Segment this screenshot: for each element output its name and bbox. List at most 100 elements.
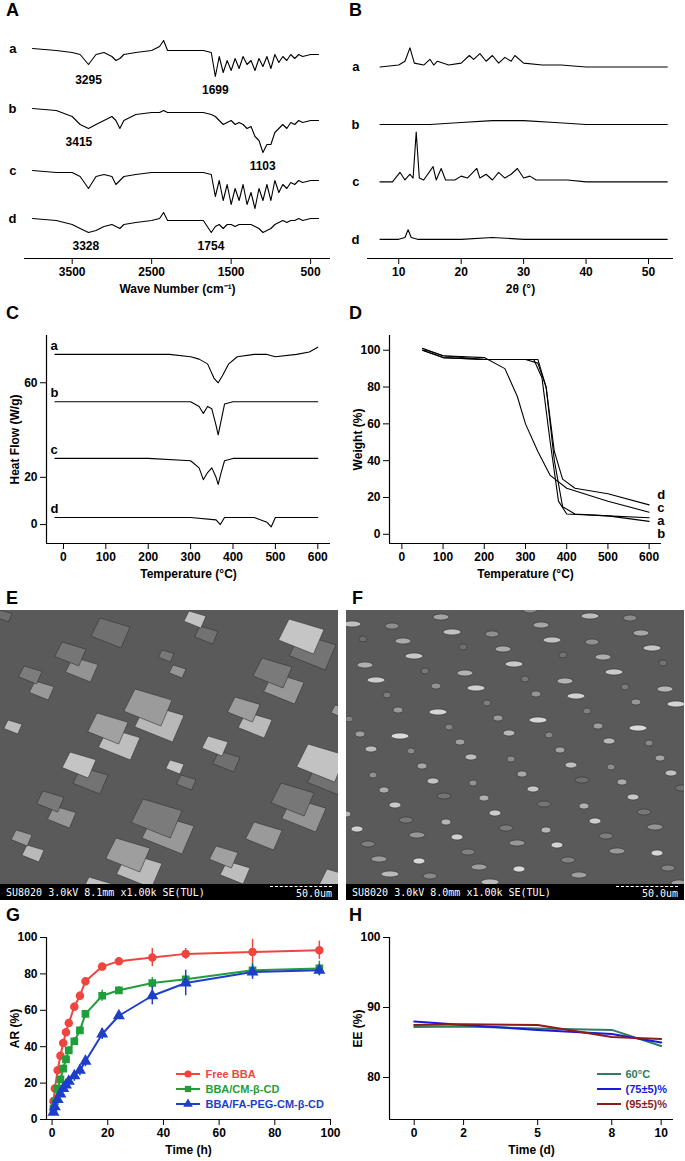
html-text:F: F bbox=[352, 588, 363, 608]
svg-text:c: c bbox=[9, 163, 16, 178]
html-text:50.0um: 50.0um bbox=[641, 887, 678, 899]
svg-text:Time (d): Time (d) bbox=[508, 1143, 554, 1157]
svg-text:0: 0 bbox=[399, 550, 406, 564]
svg-text:3415: 3415 bbox=[66, 135, 93, 149]
svg-text:0: 0 bbox=[60, 550, 67, 564]
svg-text:0: 0 bbox=[31, 1112, 38, 1126]
svg-text:90: 90 bbox=[367, 1000, 381, 1014]
svg-text:20: 20 bbox=[367, 490, 381, 504]
svg-text:1500: 1500 bbox=[218, 265, 245, 279]
svg-text:b: b bbox=[9, 101, 17, 116]
html-text:G: G bbox=[6, 905, 20, 925]
svg-text:400: 400 bbox=[557, 550, 577, 564]
svg-text:20: 20 bbox=[24, 470, 38, 484]
svg-text:100: 100 bbox=[433, 550, 453, 564]
svg-text:80: 80 bbox=[268, 1126, 282, 1140]
svg-text:100: 100 bbox=[360, 930, 380, 944]
svg-text:500: 500 bbox=[265, 550, 285, 564]
svg-text:60: 60 bbox=[24, 376, 38, 390]
svg-text:8: 8 bbox=[608, 1126, 615, 1140]
svg-text:400: 400 bbox=[223, 550, 243, 564]
html-text:SU8020 3.0kV 8.0mm x1.00k SE(T: SU8020 3.0kV 8.0mm x1.00k SE(TUL) bbox=[352, 886, 551, 898]
svg-text:d: d bbox=[9, 211, 17, 226]
svg-text:d: d bbox=[352, 232, 360, 247]
svg-text:0: 0 bbox=[31, 517, 38, 531]
svg-text:300: 300 bbox=[181, 550, 201, 564]
svg-text:10: 10 bbox=[392, 265, 406, 279]
svg-text:500: 500 bbox=[598, 550, 618, 564]
html-text:A: A bbox=[6, 0, 19, 20]
svg-text:100: 100 bbox=[320, 1126, 340, 1140]
svg-text:10: 10 bbox=[654, 1126, 668, 1140]
svg-text:60: 60 bbox=[24, 1003, 38, 1017]
svg-text:0: 0 bbox=[411, 1126, 418, 1140]
html-text:Free BBA: Free BBA bbox=[205, 1067, 256, 1080]
svg-text:b: b bbox=[352, 117, 360, 132]
svg-text:60: 60 bbox=[367, 417, 381, 431]
svg-text:80: 80 bbox=[367, 1070, 381, 1084]
html-text:E: E bbox=[6, 588, 18, 608]
svg-text:2500: 2500 bbox=[138, 265, 165, 279]
svg-text:80: 80 bbox=[24, 967, 38, 981]
svg-text:200: 200 bbox=[474, 550, 494, 564]
svg-text:Heat Flow (W/g): Heat Flow (W/g) bbox=[8, 395, 22, 485]
svg-text:Temperature (°C): Temperature (°C) bbox=[140, 567, 237, 581]
svg-text:Weight (%): Weight (%) bbox=[351, 409, 365, 471]
svg-text:200: 200 bbox=[138, 550, 158, 564]
svg-text:40: 40 bbox=[579, 265, 593, 279]
svg-text:3328: 3328 bbox=[73, 239, 100, 253]
svg-text:a: a bbox=[9, 41, 17, 56]
svg-text:1699: 1699 bbox=[202, 83, 229, 97]
svg-text:80: 80 bbox=[367, 380, 381, 394]
svg-text:5: 5 bbox=[534, 1126, 541, 1140]
svg-text:b: b bbox=[657, 526, 665, 541]
svg-text:3500: 3500 bbox=[59, 265, 86, 279]
svg-text:600: 600 bbox=[308, 550, 328, 564]
svg-text:20: 20 bbox=[101, 1126, 115, 1140]
html-text:(75±5)%: (75±5)% bbox=[625, 1082, 667, 1095]
svg-text:50: 50 bbox=[642, 265, 656, 279]
html-text:C: C bbox=[6, 303, 19, 323]
svg-text:0: 0 bbox=[49, 1126, 56, 1140]
svg-text:EE (%): EE (%) bbox=[351, 1009, 365, 1047]
svg-text:100: 100 bbox=[17, 930, 37, 944]
html-text:SU8020 3.0kV 8.1mm x1.00k SE(T: SU8020 3.0kV 8.1mm x1.00k SE(TUL) bbox=[6, 886, 205, 898]
svg-text:100: 100 bbox=[96, 550, 116, 564]
html-text:BBA/CM-β-CD: BBA/CM-β-CD bbox=[205, 1082, 280, 1095]
html-text:D: D bbox=[349, 303, 362, 323]
html-text:(95±5)%: (95±5)% bbox=[625, 1097, 667, 1110]
svg-text:c: c bbox=[352, 174, 359, 189]
svg-text:a: a bbox=[51, 338, 59, 353]
svg-text:60: 60 bbox=[212, 1126, 226, 1140]
html-text:50.0um: 50.0um bbox=[295, 887, 332, 899]
svg-text:40: 40 bbox=[367, 454, 381, 468]
html-text:B: B bbox=[349, 0, 362, 20]
svg-text:300: 300 bbox=[515, 550, 535, 564]
svg-text:40: 40 bbox=[157, 1126, 171, 1140]
svg-text:500: 500 bbox=[301, 265, 321, 279]
svg-text:20: 20 bbox=[454, 265, 468, 279]
svg-text:3295: 3295 bbox=[75, 73, 102, 87]
svg-text:100: 100 bbox=[360, 343, 380, 357]
svg-text:1754: 1754 bbox=[198, 239, 225, 253]
svg-text:b: b bbox=[51, 385, 59, 400]
svg-text:2: 2 bbox=[460, 1126, 467, 1140]
svg-text:a: a bbox=[352, 59, 360, 74]
svg-text:d: d bbox=[51, 501, 59, 516]
svg-text:2θ (°): 2θ (°) bbox=[506, 282, 535, 296]
html-text:BBA/FA-PEG-CM-β-CD: BBA/FA-PEG-CM-β-CD bbox=[205, 1097, 324, 1110]
svg-text:600: 600 bbox=[639, 550, 659, 564]
svg-text:Wave Number (cm⁻¹): Wave Number (cm⁻¹) bbox=[119, 282, 235, 296]
svg-text:20: 20 bbox=[24, 1076, 38, 1090]
svg-text:30: 30 bbox=[517, 265, 531, 279]
svg-text:1103: 1103 bbox=[250, 159, 276, 173]
svg-text:Time (h): Time (h) bbox=[165, 1143, 211, 1157]
svg-text:Temperature (°C): Temperature (°C) bbox=[477, 567, 574, 581]
svg-text:0: 0 bbox=[374, 527, 381, 541]
svg-text:40: 40 bbox=[24, 1040, 38, 1054]
html-text:60°C: 60°C bbox=[625, 1067, 651, 1080]
svg-text:AR (%): AR (%) bbox=[8, 1009, 22, 1048]
html-text:H: H bbox=[349, 905, 362, 925]
svg-text:c: c bbox=[51, 442, 58, 457]
svg-text:d: d bbox=[657, 486, 666, 502]
